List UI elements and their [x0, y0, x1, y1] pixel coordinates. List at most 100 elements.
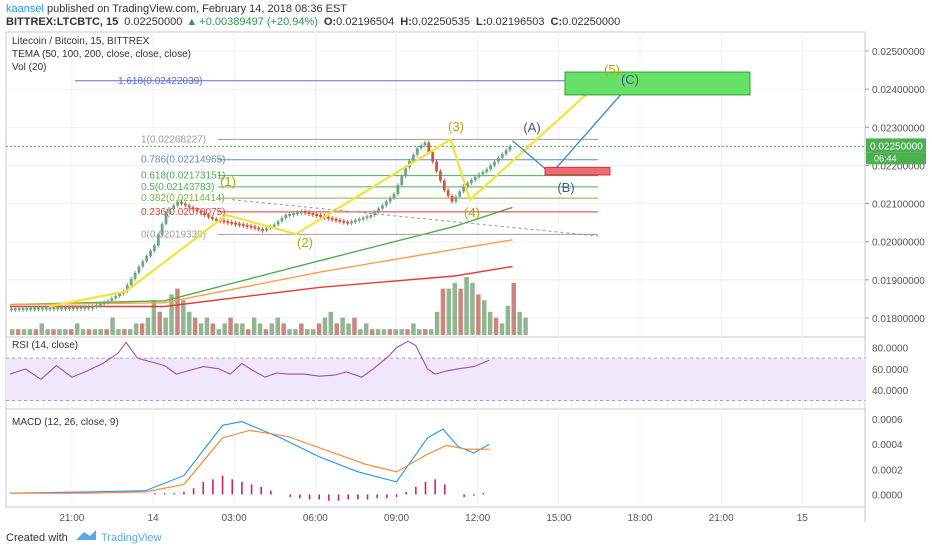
candle-body: [25, 307, 29, 310]
volume-bar: [10, 329, 15, 335]
candle-body: [496, 157, 500, 162]
symbol-label: BITTREX:LTCBTC, 15: [6, 16, 118, 28]
author-link[interactable]: kaansel: [6, 3, 44, 15]
volume-bar: [299, 323, 304, 335]
elliott-wave-annotations[interactable]: (1) (2) (3) (4) (5) (A) (B) (C): [48, 62, 751, 308]
candle-body: [125, 285, 129, 292]
candle-body: [477, 174, 481, 177]
candle-body: [207, 215, 210, 217]
volume-bar: [263, 329, 269, 335]
volume-bar: [27, 329, 33, 335]
volume-bar: [181, 300, 186, 335]
candle-body: [164, 213, 168, 224]
volume-bar: [74, 323, 80, 335]
macd-tick-label: 0.0004: [872, 440, 903, 451]
last-price-tag-label: 0.02250000: [870, 141, 923, 152]
candle-body: [241, 224, 245, 227]
candle-body: [292, 213, 295, 216]
candle-body: [415, 148, 419, 155]
volume-bar: [222, 323, 227, 335]
fibonacci-levels[interactable]: 1.618(0.02422039) 1(0.02268227) 0.786(0.02…: [75, 76, 598, 241]
candle-body: [400, 176, 404, 186]
tema-line: [10, 265, 513, 308]
candle-body: [350, 221, 353, 224]
volume-bar: [411, 323, 416, 335]
candle-body: [71, 307, 75, 310]
volume-bar: [169, 294, 174, 335]
candle-body: [249, 225, 253, 228]
volume-bar: [204, 317, 210, 335]
impulse-wave-path: [48, 73, 610, 308]
volume-bar: [63, 329, 68, 335]
candle-body: [52, 307, 56, 310]
candle-body: [431, 152, 435, 162]
low-value: 0.02196503: [486, 16, 544, 28]
fib-level-label: 0.382(0.02114414): [141, 193, 225, 204]
time-tick-label: 09:00: [384, 513, 409, 524]
volume-bar: [228, 317, 233, 335]
volume-bar: [104, 329, 109, 335]
candle-body: [79, 306, 83, 309]
macd-tick-label: 0.0000: [872, 490, 903, 501]
time-tick-label: 21:00: [59, 513, 84, 524]
volume-bar: [57, 329, 62, 335]
candle-body: [48, 307, 52, 310]
time-axis[interactable]: 21:00 14 03:00 06:00 09:00 12:00 15:00 18:00 21:…: [59, 513, 808, 524]
volume-bar: [322, 317, 328, 335]
tradingview-brand[interactable]: TradingView: [101, 532, 162, 544]
volume-bar: [364, 323, 369, 335]
candle-body: [435, 161, 438, 172]
candle-body: [504, 150, 508, 154]
candle-body: [439, 171, 442, 181]
price-tick-label: 0.02500000: [872, 47, 925, 58]
candle-body: [238, 223, 241, 226]
candle-body: [296, 212, 299, 215]
wave-label: (B): [557, 180, 574, 195]
volume-bar: [287, 329, 292, 335]
high-value: 0.02250535: [412, 16, 470, 28]
volume-bar: [452, 282, 457, 335]
volume-bar: [257, 323, 263, 335]
candle-body: [353, 220, 357, 223]
volume-bar: [86, 329, 92, 335]
candle-body: [118, 293, 122, 297]
time-tick-label: 15: [797, 513, 809, 524]
rsi-line: [9, 340, 490, 381]
fib-level-label: 0.786(0.02214965): [141, 155, 226, 166]
volume-bar: [128, 329, 133, 335]
candle-body: [199, 211, 203, 214]
macd-line: [9, 421, 490, 494]
candle-body: [17, 308, 21, 311]
candle-body: [342, 220, 346, 223]
volume-bar: [369, 329, 375, 335]
volume-bar: [346, 323, 351, 335]
rsi-tick-label: 60.0000: [872, 365, 909, 376]
rsi-band: [6, 358, 865, 401]
volume-bar: [505, 306, 511, 335]
volume-bar: [116, 329, 121, 335]
volume-bar: [251, 317, 257, 335]
candle-body: [396, 185, 400, 195]
volume-bar: [192, 317, 198, 335]
price-legend: Litecoin / Bitcoin, 15, BITTREX TEMA (50…: [12, 36, 191, 73]
candle-body: [284, 215, 288, 219]
candle-body: [91, 306, 94, 309]
change-value: +0.00389497 (+20.94%): [199, 16, 318, 28]
volume-bar: [151, 300, 157, 335]
candle-body: [40, 307, 44, 310]
candle-body: [114, 296, 118, 299]
volume-bar: [33, 329, 39, 335]
rsi-tick-label: 40.0000: [872, 386, 909, 397]
price-axis[interactable]: 0.02500000 0.02400000 0.02300000 0.02200000…: [865, 47, 926, 325]
volume-bar: [417, 329, 422, 335]
candle-body: [21, 308, 25, 311]
fib-level-label: 1(0.02268227): [141, 134, 206, 145]
candle-body: [83, 306, 87, 309]
candle-body: [102, 302, 106, 305]
open-value: 0.02196504: [336, 16, 394, 28]
volume-bar: [15, 329, 21, 335]
candle-body: [261, 228, 265, 231]
volume-bar: [381, 329, 387, 335]
candle-body: [168, 209, 172, 214]
